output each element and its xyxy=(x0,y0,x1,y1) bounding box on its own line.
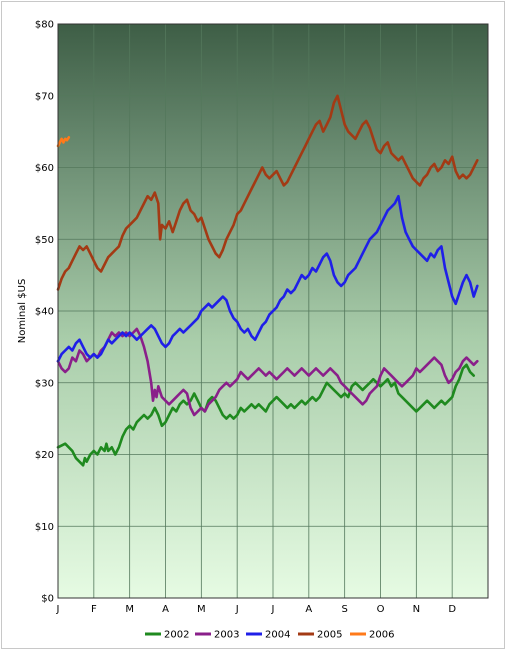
series-line-2006 xyxy=(56,136,71,148)
y-tick-label: $70 xyxy=(35,91,54,102)
x-tick-label: M xyxy=(125,604,134,615)
x-tick-label: J xyxy=(271,604,275,615)
legend-label-2004: 2004 xyxy=(265,630,290,641)
series-lines xyxy=(56,94,479,467)
series-line-2004 xyxy=(56,194,479,363)
y-axis: $0 $10 $20 $30 $40 $50 $60 $70 $80 xyxy=(35,20,54,605)
y-tick-label: $60 xyxy=(35,163,54,174)
legend-label-2006: 2006 xyxy=(369,630,394,641)
x-tick-label: D xyxy=(448,604,456,615)
y-tick-label: $20 xyxy=(35,450,54,461)
y-tick-label: $50 xyxy=(35,235,54,246)
y-tick-label: $0 xyxy=(41,594,54,605)
series-line-2002 xyxy=(56,363,475,467)
x-tick-label: N xyxy=(413,604,420,615)
x-tick-label: O xyxy=(377,604,385,615)
x-tick-label: M xyxy=(197,604,206,615)
x-tick-label: S xyxy=(341,604,347,615)
y-tick-label: $30 xyxy=(35,378,54,389)
y-axis-label: Nominal $US xyxy=(17,279,28,344)
legend-label-2002: 2002 xyxy=(164,630,189,641)
x-tick-label: A xyxy=(162,604,169,615)
y-tick-label: $80 xyxy=(35,20,54,31)
series-line-2005 xyxy=(56,94,479,291)
legend: 2002 2003 2004 2005 2006 xyxy=(145,630,394,641)
y-tick-label: $40 xyxy=(35,307,54,318)
x-tick-label: A xyxy=(305,604,312,615)
series-line-2003 xyxy=(56,327,479,417)
x-tick-label: J xyxy=(56,604,60,615)
grid-lines xyxy=(58,24,488,598)
y-tick-label: $10 xyxy=(35,522,54,533)
legend-label-2005: 2005 xyxy=(317,630,342,641)
legend-label-2003: 2003 xyxy=(214,630,239,641)
x-tick-label: F xyxy=(91,604,97,615)
plot-border xyxy=(57,23,489,599)
x-tick-label: J xyxy=(235,604,239,615)
